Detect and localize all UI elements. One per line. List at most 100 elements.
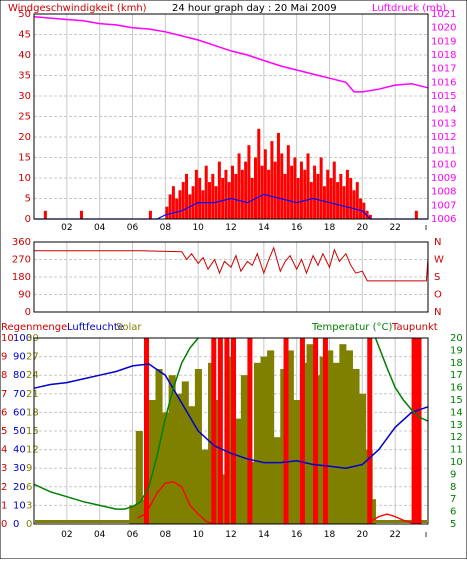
solar-bar-16 (234, 418, 242, 524)
p1-ytick-right-1010: 1010 (431, 159, 456, 170)
solar-bar-22 (273, 437, 281, 524)
solar-bar-27 (306, 344, 314, 524)
wind-bar-12 (194, 169, 198, 219)
solar-bar-6 (168, 375, 176, 524)
p1-ytick-left-15: 15 (18, 153, 31, 164)
solar-bar-37 (368, 499, 376, 524)
wind-bar-52 (326, 169, 330, 219)
p3-ytick-temp-8: 8 (450, 482, 456, 493)
wind-bar-46 (306, 153, 310, 219)
rain-bar-3 (224, 338, 230, 524)
p1-xtick-20: 20 (357, 223, 369, 233)
wind-bar-39 (283, 173, 287, 219)
p1-ytick-left-45: 45 (18, 30, 31, 41)
wind-bar-27 (244, 161, 248, 219)
p3-ytick-temp-13: 13 (450, 420, 463, 431)
wind-bar-56 (339, 173, 343, 219)
p1-ytick-right-1019: 1019 (431, 36, 456, 47)
wind-bar-28 (247, 145, 251, 219)
p3-ytick-hum-4: 40 (13, 445, 26, 456)
solar-bar-32 (339, 344, 347, 524)
p3-ytick-temp-11: 11 (450, 445, 463, 456)
solar-bar-25 (293, 400, 301, 524)
wind-bar-60 (352, 190, 356, 219)
p3-ytick-rain-1: 1 (1, 500, 7, 511)
p1-ytick-left-25: 25 (18, 112, 31, 123)
solar-bar-24 (286, 350, 294, 524)
rain-bar-4 (231, 338, 236, 524)
p3-xtick-18: 18 (324, 530, 336, 540)
p3-ytick-hum-8: 80 (13, 370, 26, 381)
wind-bar-6 (175, 198, 179, 219)
wind-bar-14 (201, 190, 205, 219)
wind-bar-19 (217, 161, 221, 219)
p3-ytick-temp-20: 20 (450, 333, 463, 344)
p3-ytick-temp-16: 16 (450, 383, 463, 394)
p3-ytick-rain-2: 2 (1, 482, 7, 493)
pressure-line (33, 15, 429, 93)
p3-ytick-temp-10: 10 (450, 457, 463, 468)
wind-bar-25 (237, 153, 241, 219)
wind-bar-54 (332, 161, 336, 219)
rain-bar-10 (367, 338, 373, 524)
wind-bar-38 (280, 153, 284, 219)
p3-ytick-hum-0: 0 (13, 519, 19, 530)
wind-bar-22 (227, 182, 231, 219)
p2-ytick-right-1: O (434, 290, 442, 301)
solar-bar-3 (148, 400, 156, 524)
p3-ytick-rain-0: 0 (1, 519, 7, 530)
p3-ytick-temp-17: 17 (450, 370, 463, 381)
p1-xtick-end: ı (425, 223, 428, 233)
p3-ytick-solar-6: 18 (26, 407, 39, 418)
wind-bar-33 (263, 149, 267, 219)
rain-bar-9 (322, 338, 328, 524)
p3-ytick-solar-9: 27 (26, 352, 39, 363)
p1-ytick-right-1016: 1016 (431, 77, 456, 88)
solar-bar-21 (267, 350, 275, 524)
wind-bar-2 (148, 210, 152, 219)
wind-bar-32 (260, 165, 264, 219)
wind-bar-66 (414, 210, 418, 219)
wind-bar-63 (362, 202, 366, 219)
p3-ytick-solar-4: 12 (26, 445, 39, 456)
rain-bar-5 (247, 338, 253, 524)
solar-bar-9 (188, 406, 196, 524)
p1-ytick-right-1006: 1006 (431, 214, 456, 225)
p3-xtick-02: 02 (61, 530, 72, 540)
wind-bar-48 (313, 165, 317, 219)
wind-bar-61 (355, 182, 359, 219)
p3-ytick-solar-1: 3 (26, 500, 32, 511)
rain-bar-2 (217, 338, 223, 524)
p3-xtick-22: 22 (389, 530, 400, 540)
p1-xtick-10: 10 (192, 223, 204, 233)
p3-ytick-rain-7: 7 (1, 389, 7, 400)
wind-avg-line (34, 193, 428, 220)
temperature-line-evening (374, 337, 429, 422)
p3-ytick-solar-7: 21 (26, 389, 39, 400)
wind-bar-9 (185, 173, 189, 219)
wind-bar-34 (267, 169, 271, 219)
p3-xtick-10: 10 (192, 530, 204, 540)
wind-bar-15 (204, 165, 208, 219)
p1-ytick-left-35: 35 (18, 71, 31, 82)
p1-xtick-12: 12 (225, 223, 236, 233)
p3-ytick-solar-3: 9 (26, 463, 32, 474)
p1-ytick-right-1007: 1007 (431, 200, 456, 211)
wind-bar-5 (171, 186, 175, 219)
title-left: Windgeschwindigkeit (kmh) (8, 3, 147, 14)
p1-xtick-16: 16 (291, 223, 303, 233)
p3-ytick-temp-9: 9 (450, 469, 456, 480)
p3-xtick-end: ı (425, 530, 428, 540)
p1-ytick-right-1015: 1015 (431, 91, 456, 102)
p3-xtick-06: 06 (127, 530, 139, 540)
p3-frame (33, 337, 429, 525)
p1-xtick-06: 06 (127, 223, 139, 233)
p3-ytick-hum-1: 10 (13, 500, 26, 511)
wind-bar-43 (296, 178, 300, 219)
p3-ytick-rain-5: 5 (1, 426, 7, 437)
rain-bar-0 (143, 338, 149, 524)
dewpoint-line-morning (137, 481, 215, 525)
wind-bar-20 (221, 178, 225, 219)
solar-bar-7 (175, 393, 183, 524)
p1-frame (33, 13, 429, 220)
